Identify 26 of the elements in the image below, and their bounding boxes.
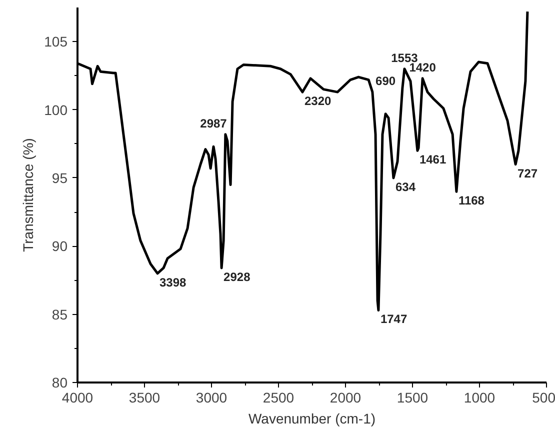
annotation: 2987 (200, 116, 228, 130)
x-tick-label: 2000 (330, 390, 362, 406)
annotation: 1461 (419, 152, 446, 167)
x-tick-label: 3500 (128, 390, 160, 406)
x-tick-label: 2500 (262, 390, 294, 406)
y-tick-label: 95 (52, 170, 68, 186)
x-tick-label: 4000 (62, 390, 94, 406)
annotation: 2928 (224, 270, 251, 284)
y-tick-label: 105 (44, 34, 68, 50)
y-axis-title: Transmittance (%) (20, 138, 36, 252)
annotation: 690 (376, 74, 396, 88)
annotation: 1747 (380, 312, 408, 326)
x-tick-label: 3000 (196, 390, 228, 406)
x-tick-label: 1500 (396, 390, 428, 406)
x-tick-label: 1000 (464, 390, 496, 406)
annotation: 1168 (458, 194, 485, 208)
x-axis-title: Wavenumber (cm-1) (248, 410, 376, 426)
annotation: 2320 (304, 94, 332, 108)
y-tick-label: 100 (44, 102, 68, 118)
y-tick-label: 90 (52, 238, 68, 254)
annotation: 727 (518, 166, 538, 180)
annotation: 634 (395, 180, 416, 194)
y-tick-label: 85 (52, 306, 68, 322)
y-tick-label: 80 (52, 374, 68, 390)
annotation: 3398 (160, 275, 187, 290)
x-tick-label: 500 (532, 390, 555, 406)
